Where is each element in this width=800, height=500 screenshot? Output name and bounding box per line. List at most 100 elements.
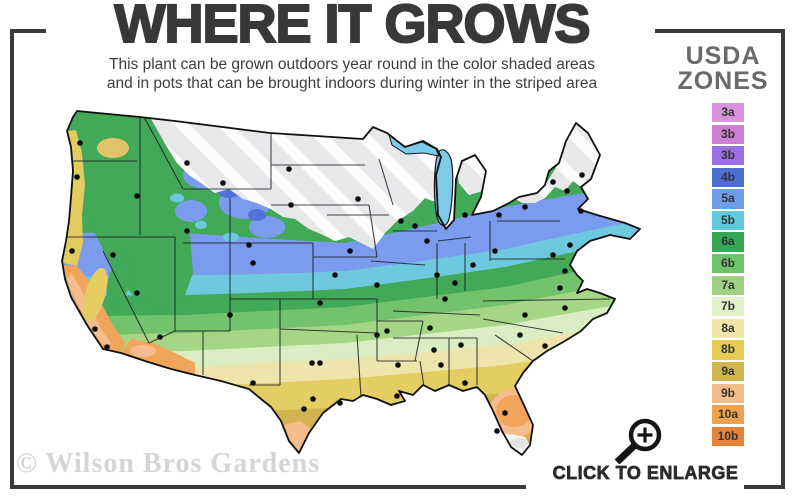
city-dot <box>384 328 390 334</box>
city-dot <box>374 282 380 288</box>
frame-top-left-stub <box>10 29 46 33</box>
striped-indoor-region <box>151 119 600 249</box>
zone-swatch-7b: 7b <box>712 297 744 317</box>
city-dot <box>74 174 80 180</box>
west-interior-green <box>75 111 193 308</box>
city-dot <box>562 268 568 274</box>
city-dot <box>522 204 528 210</box>
legend-title: USDA ZONES <box>668 44 778 94</box>
us-outline <box>61 110 641 456</box>
city-dot <box>579 172 585 178</box>
city-dot <box>567 242 573 248</box>
zone-swatch-5a: 5a <box>712 189 744 209</box>
zone-swatch-3b: 3b <box>712 146 744 166</box>
zone-swatch-5b: 5b <box>712 210 744 231</box>
city-dot <box>502 410 508 416</box>
city-dot <box>250 380 256 386</box>
city-dot <box>492 248 498 254</box>
click-to-enlarge-label[interactable]: CLICK TO ENLARGE <box>552 463 739 484</box>
city-dot <box>250 260 256 266</box>
city-dot <box>134 290 140 296</box>
pacific-coast-yellow-strip <box>63 130 85 266</box>
zone-swatch-7a: 7a <box>712 275 744 295</box>
city-dot <box>184 228 190 234</box>
rockies-cyan-patch <box>195 221 207 229</box>
city-dot <box>542 343 548 349</box>
city-dot <box>494 428 500 434</box>
plus-icon <box>637 427 653 443</box>
city-dot <box>317 300 323 306</box>
frame-bottom-right-stub <box>744 485 785 489</box>
rockies-cyan-patch <box>223 232 239 242</box>
magnifier-icon[interactable] <box>598 408 672 464</box>
city-dot <box>309 360 315 366</box>
city-dot <box>355 196 361 202</box>
city-dot <box>438 362 444 368</box>
zone-swatch-3b: 3b <box>712 124 744 144</box>
city-dots <box>69 140 585 434</box>
south-florida-gray-patch <box>510 438 528 448</box>
city-dot <box>427 325 433 331</box>
city-dot <box>398 218 404 224</box>
zone-swatch-10b: 10b <box>712 426 744 446</box>
city-dot <box>470 262 476 268</box>
central-wa-yellow-patch <box>97 138 129 158</box>
subtitle: This plant can be grown outdoors year ro… <box>28 55 676 93</box>
zone-swatch-3a: 3a <box>712 103 744 123</box>
city-dot <box>458 342 464 348</box>
city-dot <box>301 406 307 412</box>
zone-swatch-8b: 8b <box>712 340 744 360</box>
city-dot <box>374 332 380 338</box>
zone-swatch-8a: 8a <box>712 318 744 338</box>
zone-swatch-9a: 9a <box>712 361 744 382</box>
city-dot <box>288 202 294 208</box>
city-dot <box>227 312 233 318</box>
usda-zones-legend: USDA ZONES 3a 3b 3b 4b 5a 5b 6a 6b 7a 7b 8a 8b 9a 9b 1… <box>668 44 786 446</box>
rockies-blue-patch <box>249 216 285 238</box>
city-dot <box>564 188 570 194</box>
city-dot <box>496 212 502 218</box>
watermark: © Wilson Bros Gardens <box>16 448 321 479</box>
city-dot <box>310 396 316 402</box>
city-dot <box>424 238 430 244</box>
city-dot <box>332 272 338 278</box>
zone-swatch-9b: 9b <box>712 383 744 403</box>
city-dot <box>77 140 83 146</box>
city-dot <box>317 360 323 366</box>
city-dot <box>550 252 556 258</box>
city-dot <box>110 252 116 258</box>
southwest-peach-patch <box>130 345 156 357</box>
lake-michigan <box>433 149 454 227</box>
city-dot <box>184 160 190 166</box>
zone-swatch-6a: 6a <box>712 232 744 252</box>
zone-swatch-10a: 10a <box>712 405 744 425</box>
city-dot <box>69 248 75 254</box>
usda-zone-map[interactable] <box>25 103 665 469</box>
rockies-cyan-patch <box>170 193 184 203</box>
city-dot <box>462 212 468 218</box>
zone-swatch-4b: 4b <box>712 167 744 187</box>
frame-right <box>781 29 785 489</box>
legend-title-line-2: ZONES <box>677 67 769 95</box>
magnifier-handle <box>614 443 637 464</box>
subtitle-line-1: This plant can be grown outdoors year ro… <box>109 56 595 73</box>
city-dot <box>134 193 140 199</box>
city-dot <box>395 362 401 368</box>
city-dot <box>517 332 523 338</box>
subtitle-line-2: and in pots that can be brought indoors … <box>106 75 598 92</box>
city-dot <box>347 248 353 254</box>
sierra-green <box>106 255 132 307</box>
city-dot <box>220 180 226 186</box>
frame-bottom-left <box>10 485 526 489</box>
city-dot <box>412 223 418 229</box>
rockies-blue-patch <box>175 200 207 222</box>
city-dot <box>562 305 568 311</box>
city-dot <box>157 334 163 340</box>
city-dot <box>104 344 110 350</box>
frame-left <box>10 29 14 489</box>
city-dot <box>557 285 563 291</box>
frame-top-right <box>655 29 785 33</box>
city-dot <box>286 166 292 172</box>
page-title: WHERE IT GROWS <box>114 0 592 55</box>
